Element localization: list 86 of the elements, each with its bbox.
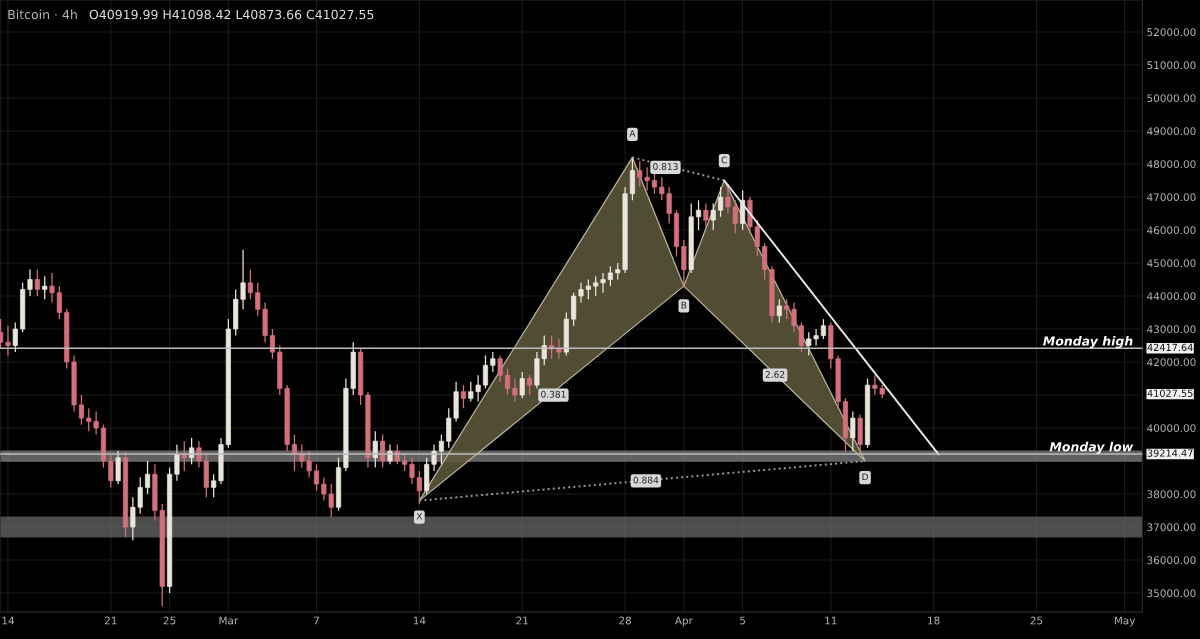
y-tick-label: 37000.00 [1147,523,1196,532]
ref-line-label: Monday low [1049,441,1134,454]
candlestick [651,173,658,195]
x-tick-label: 7 [314,616,319,625]
ref-line-label: Monday high [1043,336,1133,349]
candlestick [607,265,613,287]
candlestick [247,268,253,300]
candlestick [798,321,804,353]
candlestick [56,285,62,320]
candlestick [519,371,525,399]
candlestick [416,470,422,505]
x-tick-label: May [1114,616,1136,627]
candlestick [372,430,378,469]
candlestick [144,460,151,495]
text: Bitcoin · 4h [8,9,77,20]
candlestick [5,325,11,357]
annotation: 0.813 [653,163,678,170]
candlestick [512,377,518,403]
candlestick [12,321,18,353]
y-tick-label: 40000.00 [1147,424,1196,433]
y-tick-label: 38000.00 [1147,490,1196,499]
y-tick-label: 52000.00 [1147,28,1196,37]
candlestick [556,338,562,360]
x-tick-label: 14 [2,616,14,625]
x-tick-label: 21 [104,616,117,625]
candlestick [820,318,826,340]
x-tick-label: 14 [413,616,426,625]
candlestick [115,450,121,485]
candlestick [629,156,635,201]
annotation: O40919.99 H41098.42 L40873.66 C41027.55 [89,9,374,20]
x-tick-label: 5 [740,616,746,625]
x-tick-label: Mar [219,616,239,625]
candlestick [181,440,187,472]
y-tick-label: 51000.00 [1147,61,1196,70]
x-tick-label: 25 [163,616,176,625]
candlestick [681,239,687,287]
annotation: 2.62 [765,371,785,378]
text: 42417.64 [1147,343,1193,352]
candlestick [380,433,386,469]
candlestick [49,272,55,304]
annotation: A [629,130,636,137]
text: 41027.55 [1147,389,1193,397]
y-tick-label: 47000.00 [1147,193,1196,202]
candlestick [482,354,489,390]
candlestick [108,453,114,489]
y-tick-label: 43000.00 [1147,325,1196,334]
annotation: D [862,473,869,481]
candlestick [460,384,466,409]
annotation: X [416,513,423,520]
y-tick-label: 42000.00 [1147,358,1196,367]
candlestick [695,199,702,231]
text: 39214.47 [1147,449,1193,457]
y-tick-label: 48000.00 [1147,160,1196,169]
candlestick [527,374,533,396]
annotation: C [721,156,727,164]
x-tick-label: 25 [1030,616,1043,625]
y-tick-label: 50000.00 [1147,94,1196,103]
candlestick [776,298,782,324]
annotation: 0.381 [541,390,566,398]
annotation: B [681,301,687,309]
candlestick [438,433,444,465]
y-tick-label: 36000.00 [1147,556,1196,565]
candlestick [718,186,724,218]
candlestick [497,354,503,383]
candlestick [174,443,180,482]
candlestick [710,202,716,231]
candlestick [504,367,511,396]
candlestick [34,268,40,297]
candlestick [42,275,48,300]
candlestick [269,328,275,360]
x-tick-label: 21 [516,616,528,625]
candlestick [313,463,320,492]
y-tick-label: 45000.00 [1147,259,1196,268]
y-tick-label: 46000.00 [1147,226,1196,235]
y-tick-label: 35000.00 [1147,589,1196,598]
y-tick-label: 44000.00 [1147,292,1196,301]
x-tick-label: 11 [825,616,837,625]
candlestick [78,394,84,426]
x-tick-label: 28 [619,616,631,625]
candlestick [850,410,856,452]
x-tick-label: Apr [674,616,693,627]
candlestick [490,351,496,373]
y-tick-label: 49000.00 [1147,127,1196,136]
candlestick [703,202,709,228]
x-tick-label: 18 [928,616,940,625]
annotation: 0.884 [633,476,659,484]
